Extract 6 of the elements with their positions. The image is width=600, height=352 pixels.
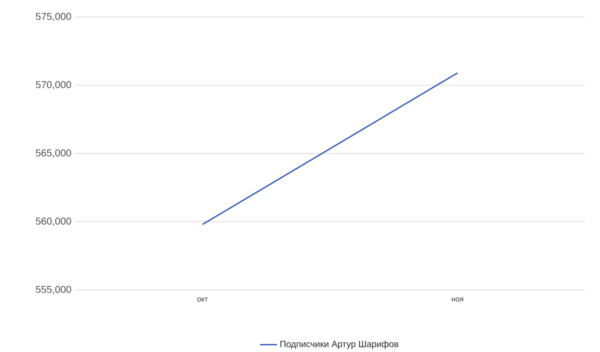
y-tick-label: 575,000 xyxy=(36,12,72,22)
y-tick-label: 560,000 xyxy=(36,218,72,226)
y-tick-label: 570,000 xyxy=(36,81,72,90)
y-tick-label: 565,000 xyxy=(36,149,72,158)
legend-label: Подписчики Артур Шарифов xyxy=(280,340,398,349)
y-tick-label: 555,000 xyxy=(36,286,72,294)
